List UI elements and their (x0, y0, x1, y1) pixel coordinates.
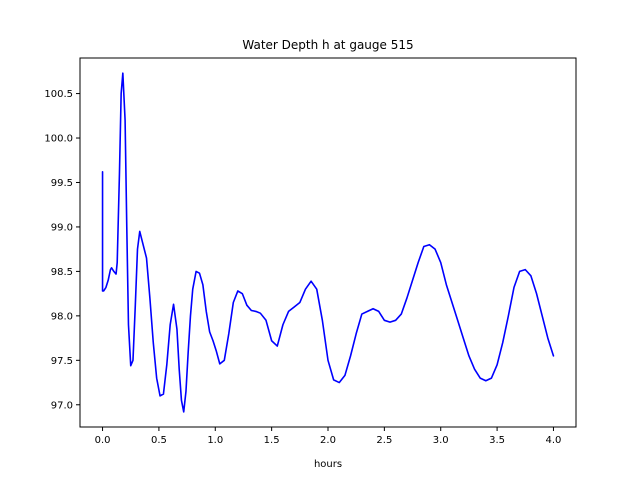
chart-title: Water Depth h at gauge 515 (242, 38, 413, 52)
series-layer (101, 72, 555, 413)
series-line-0 (101, 72, 555, 413)
y-tick-label: 99.0 (51, 222, 73, 233)
x-axis-ticks: 0.0 0.5 1.0 1.5 2.0 2.5 3.0 3.5 4.0 (95, 427, 562, 446)
x-tick-label: 3.5 (489, 435, 505, 446)
x-tick-label: 1.5 (264, 435, 280, 446)
y-tick-label: 97.0 (51, 400, 73, 411)
y-tick-label: 100.0 (44, 134, 73, 145)
y-tick-label: 99.5 (51, 178, 73, 189)
y-axis-ticks: 97.0 97.5 98.0 98.5 99.0 99.5 100.0 100.5 (44, 89, 80, 411)
x-tick-label: 3.0 (433, 435, 449, 446)
x-tick-label: 2.0 (320, 435, 336, 446)
plot-area (80, 58, 576, 427)
x-axis-label: hours (314, 459, 342, 470)
y-tick-label: 97.5 (51, 356, 73, 367)
plot-frame (79, 57, 577, 428)
x-tick-label: 0.5 (151, 435, 167, 446)
x-tick-label: 4.0 (546, 435, 562, 446)
x-tick-label: 1.0 (207, 435, 223, 446)
y-tick-label: 100.5 (44, 89, 73, 100)
y-tick-label: 98.0 (51, 311, 73, 322)
y-tick-label: 98.5 (51, 267, 73, 278)
x-tick-label: 2.5 (376, 435, 392, 446)
x-tick-label: 0.0 (95, 435, 111, 446)
